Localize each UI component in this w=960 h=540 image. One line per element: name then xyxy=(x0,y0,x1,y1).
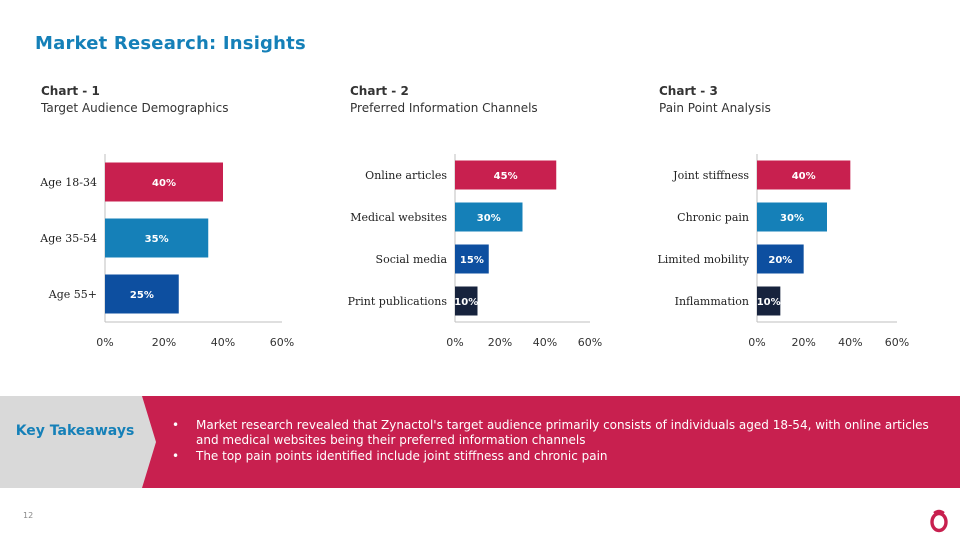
chart-2-subtitle: Preferred Information Channels xyxy=(350,101,538,115)
x-tick-label: 0% xyxy=(446,336,463,349)
category-label: Online articles xyxy=(365,169,447,182)
bar xyxy=(757,202,827,232)
x-tick-label: 20% xyxy=(152,336,176,349)
bar xyxy=(105,162,223,202)
chart-1-subtitle: Target Audience Demographics xyxy=(41,101,229,115)
bar xyxy=(757,160,851,190)
x-tick-label: 20% xyxy=(488,336,512,349)
chart-1-heading: Chart - 1 Target Audience Demographics xyxy=(41,83,228,117)
chart-3-number: Chart - 3 xyxy=(659,84,718,98)
takeaway-item: • The top pain points identified include… xyxy=(172,449,932,464)
x-tick-label: 0% xyxy=(748,336,765,349)
data-label: 25% xyxy=(130,290,154,301)
x-tick-label: 40% xyxy=(838,336,862,349)
category-label: Age 18-34 xyxy=(39,176,97,189)
bar xyxy=(757,286,781,316)
bar xyxy=(455,160,557,190)
x-tick-label: 20% xyxy=(791,336,815,349)
data-label: 10% xyxy=(454,297,478,308)
category-label: Limited mobility xyxy=(657,253,749,266)
key-takeaways-band: Key Takeaways • Market research revealed… xyxy=(0,396,960,488)
chart-3-heading: Chart - 3 Pain Point Analysis xyxy=(659,83,771,117)
x-tick-label: 40% xyxy=(211,336,235,349)
x-tick-label: 0% xyxy=(96,336,113,349)
chart-2-plot: Online articles 45% Medical websites 30% Soc… xyxy=(348,154,602,349)
category-label: Chronic pain xyxy=(677,211,749,224)
takeaway-text: Market research revealed that Zynactol's… xyxy=(196,418,929,447)
bar xyxy=(455,244,489,274)
data-label: 40% xyxy=(152,178,176,189)
chart-1-number: Chart - 1 xyxy=(41,84,100,98)
x-tick-label: 60% xyxy=(885,336,909,349)
page-number: 12 xyxy=(23,511,34,520)
category-label: Medical websites xyxy=(350,211,447,224)
key-takeaways-label: Key Takeaways xyxy=(15,423,135,439)
data-label: 35% xyxy=(145,234,169,245)
bullet-icon: • xyxy=(172,449,180,463)
chart-1-plot: Age 18-34 40% Age 35-54 35% Age 55+ 25% 0% 20% 4… xyxy=(39,154,294,349)
category-label: Age 35-54 xyxy=(39,232,97,245)
bar xyxy=(757,244,804,274)
category-label: Inflammation xyxy=(675,295,749,308)
key-takeaways-panel xyxy=(142,396,960,488)
category-label: Age 55+ xyxy=(48,288,97,301)
category-label: Print publications xyxy=(348,295,448,308)
key-takeaways-list: • Market research revealed that Zynactol… xyxy=(172,418,932,465)
chart-2-heading: Chart - 2 Preferred Information Channels xyxy=(350,83,538,117)
category-label: Social media xyxy=(376,253,448,266)
x-tick-label: 40% xyxy=(533,336,557,349)
data-label: 30% xyxy=(780,213,804,224)
chart-3-plot: Joint stiffness 40% Chronic pain 30% Limited… xyxy=(657,154,909,349)
chart-3-subtitle: Pain Point Analysis xyxy=(659,101,771,115)
bar xyxy=(455,202,523,232)
brand-logo-icon xyxy=(930,509,948,533)
data-label: 40% xyxy=(792,171,816,182)
bullet-icon: • xyxy=(172,418,180,432)
x-tick-label: 60% xyxy=(578,336,602,349)
bar xyxy=(455,286,478,316)
bar xyxy=(105,218,209,258)
chart-2-number: Chart - 2 xyxy=(350,84,409,98)
page-title: Market Research: Insights xyxy=(35,33,306,54)
data-label: 10% xyxy=(757,297,781,308)
data-label: 15% xyxy=(460,255,484,266)
data-label: 20% xyxy=(768,255,792,266)
data-label: 45% xyxy=(494,171,518,182)
data-label: 30% xyxy=(477,213,501,224)
takeaway-item: • Market research revealed that Zynactol… xyxy=(172,418,932,448)
category-label: Joint stiffness xyxy=(672,169,749,182)
bar xyxy=(105,274,179,314)
x-tick-label: 60% xyxy=(270,336,294,349)
takeaway-text: The top pain points identified include j… xyxy=(196,449,608,463)
key-takeaways-label-panel: Key Takeaways xyxy=(0,396,170,488)
